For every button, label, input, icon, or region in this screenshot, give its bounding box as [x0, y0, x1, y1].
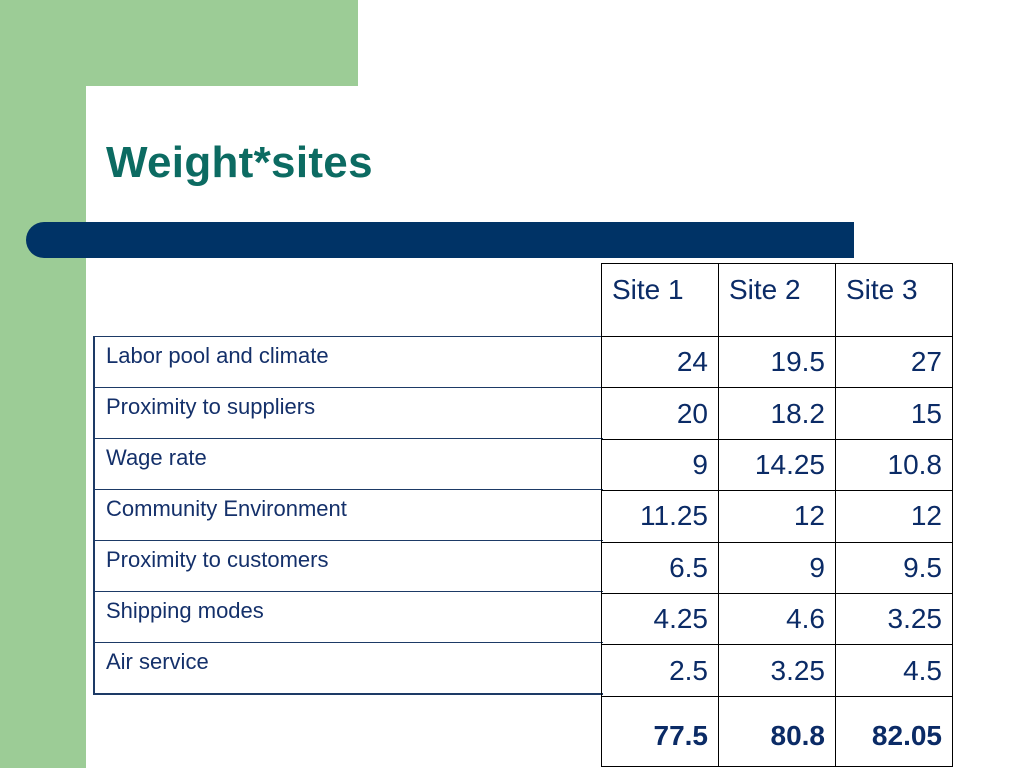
table-cell: 24	[601, 335, 719, 389]
table-cell: 2.5	[601, 644, 719, 697]
table-cell: 14.25	[718, 438, 836, 492]
table-cell: 12	[718, 490, 836, 543]
table-header-row: Site 1 Site 2 Site 3	[601, 263, 953, 337]
table-cell: 15	[835, 387, 953, 440]
table-cell: 9.5	[835, 541, 953, 594]
table-row: 6.5 9 9.5	[601, 541, 953, 594]
totals-row: 77.5 80.8 82.05	[601, 695, 953, 767]
criteria-label: Shipping modes	[95, 592, 603, 643]
column-header: Site 2	[718, 263, 836, 337]
table-cell: 19.5	[718, 335, 836, 389]
table-cell: 20	[601, 387, 719, 440]
total-cell: 82.05	[835, 695, 953, 767]
table-cell: 4.6	[718, 592, 836, 646]
column-header: Site 3	[835, 263, 953, 337]
table-row: 24 19.5 27	[601, 335, 953, 389]
decorative-white-corner	[86, 86, 358, 226]
criteria-label: Air service	[106, 649, 209, 674]
criteria-label: Community Environment	[95, 490, 603, 541]
column-header: Site 1	[601, 263, 719, 337]
decorative-navy-bar	[26, 222, 854, 258]
total-cell: 77.5	[601, 695, 719, 767]
table-cell: 6.5	[601, 541, 719, 594]
table-cell: 4.25	[601, 592, 719, 646]
criteria-label: Proximity to suppliers	[95, 388, 603, 439]
criteria-label: Labor pool and climate	[95, 337, 603, 388]
table-row: 20 18.2 15	[601, 387, 953, 440]
table-cell: 12	[835, 490, 953, 543]
table-cell: 9	[718, 541, 836, 594]
table-cell: 3.25	[718, 644, 836, 697]
table-cell: 4.5	[835, 644, 953, 697]
decorative-green-bar	[0, 0, 86, 768]
decorative-green-block	[0, 0, 358, 86]
slide-title: Weight*sites	[106, 138, 373, 187]
weighted-scores-table: Site 1 Site 2 Site 3 24 19.5 27 20 18.2 …	[601, 263, 953, 767]
table-row: 11.25 12 12	[601, 490, 953, 543]
table-cell: 18.2	[718, 387, 836, 440]
table-cell: 10.8	[835, 438, 953, 492]
table-row: 9 14.25 10.8	[601, 438, 953, 492]
table-row: 4.25 4.6 3.25	[601, 592, 953, 646]
criteria-labels: Labor pool and climate Proximity to supp…	[93, 336, 603, 695]
criteria-label: Proximity to customers	[95, 541, 603, 592]
criteria-label: Wage rate	[95, 439, 603, 490]
table-cell: 3.25	[835, 592, 953, 646]
table-cell: 11.25	[601, 490, 719, 543]
table-cell: 27	[835, 335, 953, 389]
total-cell: 80.8	[718, 695, 836, 767]
table-row: 2.5 3.25 4.5	[601, 644, 953, 697]
table-cell: 9	[601, 438, 719, 492]
